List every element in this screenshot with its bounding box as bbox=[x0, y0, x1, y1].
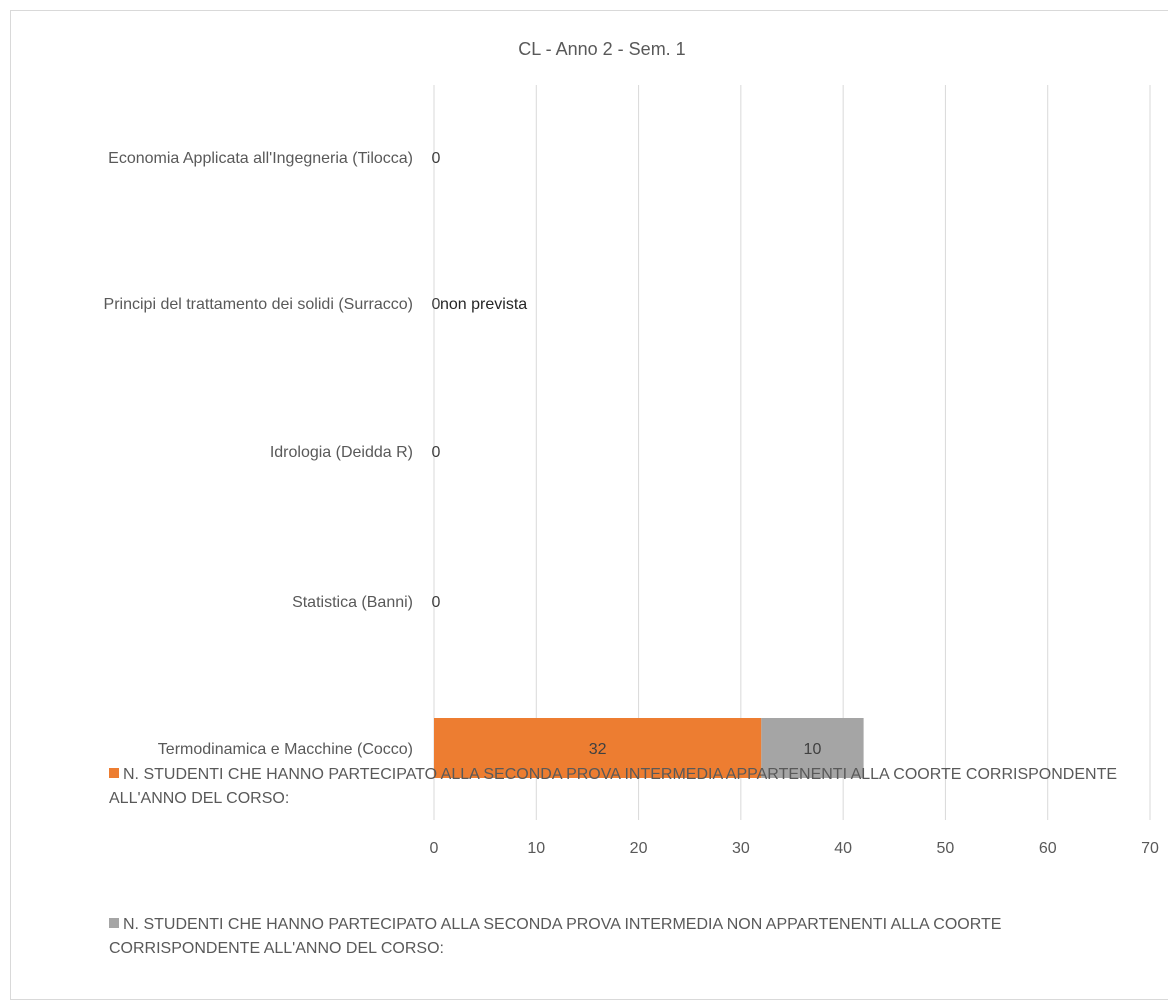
y-category-label: Statistica (Banni) bbox=[292, 594, 413, 611]
data-label: 0 bbox=[432, 296, 441, 313]
bar-segment bbox=[761, 718, 864, 778]
legend-swatch-gray bbox=[109, 918, 119, 928]
legend-swatch-orange bbox=[109, 768, 119, 778]
data-label: 0 bbox=[432, 150, 441, 167]
x-tick-label: 0 bbox=[430, 840, 439, 857]
legend-label: N. STUDENTI CHE HANNO PARTECIPATO ALLA S… bbox=[109, 766, 1118, 807]
x-tick-label: 70 bbox=[1141, 840, 1159, 857]
x-axis-ticks: 0 10 20 30 40 50 60 70 bbox=[430, 840, 1159, 857]
chart-title: CL - Anno 2 - Sem. 1 bbox=[518, 39, 685, 59]
legend-label: N. STUDENTI CHE HANNO PARTECIPATO ALLA S… bbox=[109, 916, 1002, 957]
x-tick-label: 10 bbox=[527, 840, 545, 857]
x-tick-label: 40 bbox=[834, 840, 852, 857]
gridlines bbox=[433, 85, 1151, 820]
bar-segment bbox=[434, 718, 762, 778]
data-label: 0 bbox=[432, 444, 441, 461]
bars bbox=[434, 718, 864, 778]
y-axis-categories: Termodinamica e Macchine (Cocco) Statisti… bbox=[104, 150, 413, 758]
y-category-label: Idrologia (Deidda R) bbox=[270, 444, 413, 461]
legend-item-series-1: N. STUDENTI CHE HANNO PARTECIPATO ALLA S… bbox=[109, 763, 1149, 811]
x-tick-label: 50 bbox=[937, 840, 955, 857]
x-tick-label: 60 bbox=[1039, 840, 1057, 857]
data-label: 0 bbox=[432, 594, 441, 611]
y-category-label: Termodinamica e Macchine (Cocco) bbox=[158, 741, 413, 758]
x-tick-label: 20 bbox=[630, 840, 648, 857]
legend-item-series-2: N. STUDENTI CHE HANNO PARTECIPATO ALLA S… bbox=[109, 913, 1149, 961]
data-label: 10 bbox=[804, 741, 822, 758]
annotation-label: non prevista bbox=[440, 296, 527, 313]
y-category-label: Economia Applicata all'Ingegneria (Tiloc… bbox=[108, 150, 413, 167]
data-label: 32 bbox=[589, 741, 607, 758]
x-tick-label: 30 bbox=[732, 840, 750, 857]
y-category-label: Principi del trattamento dei solidi (Sur… bbox=[104, 296, 413, 313]
